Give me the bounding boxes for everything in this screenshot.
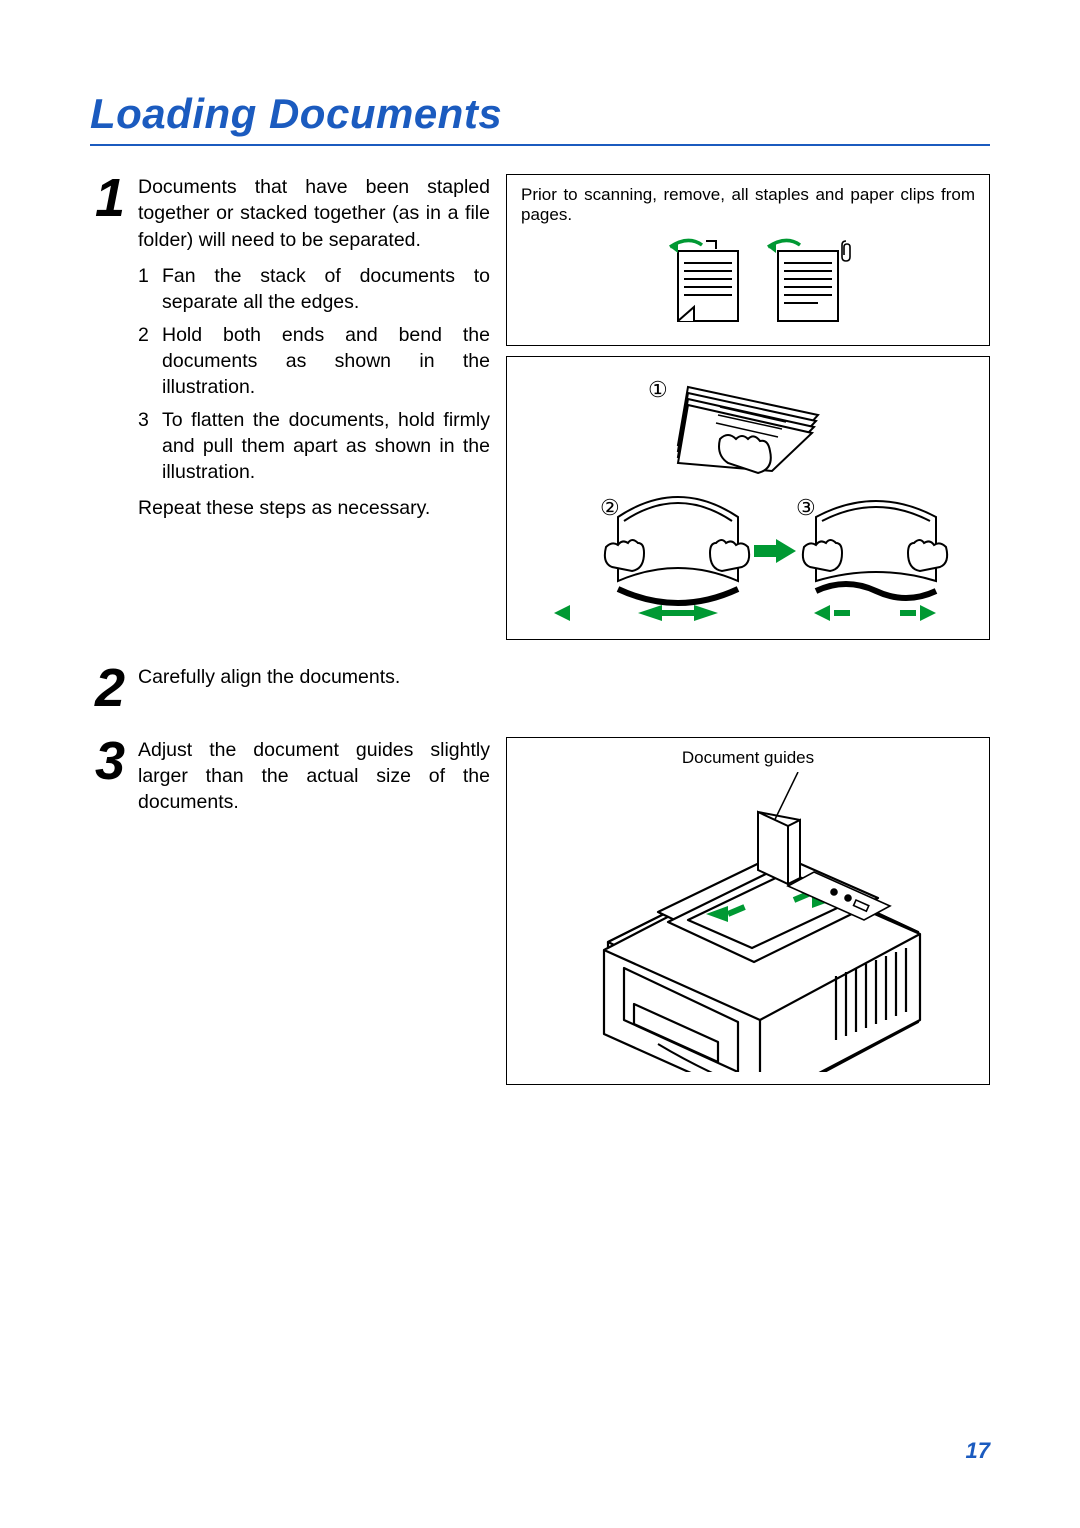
step-2-body: Carefully align the documents. (138, 664, 990, 700)
step-1-intro: Documents that have been stapled togethe… (138, 174, 490, 253)
figure-caption: Prior to scanning, remove, all staples a… (521, 185, 975, 225)
step-1: 1 Documents that have been stapled toget… (90, 174, 990, 640)
substep: 2 Hold both ends and bend the documents … (138, 322, 490, 401)
title-rule (90, 144, 990, 146)
figure-remove-staples: Prior to scanning, remove, all staples a… (506, 174, 990, 346)
content: 1 Documents that have been stapled toget… (90, 174, 990, 1085)
step-1-body: Documents that have been stapled togethe… (138, 174, 490, 532)
figure-prepare-stack: ① (506, 356, 990, 640)
step-3-number: 3 (90, 737, 130, 786)
step-3-figure: Document guides (506, 737, 990, 1085)
step-1-number: 1 (90, 174, 130, 223)
prepare-stack-icon: ① (538, 367, 958, 627)
step-1-substeps: 1 Fan the stack of documents to separate… (138, 263, 490, 486)
step-3-body: Adjust the document guides slightly larg… (138, 737, 490, 826)
step-3-intro: Adjust the document guides slightly larg… (138, 737, 490, 816)
step-1-outro: Repeat these steps as necessary. (138, 495, 490, 521)
page-number: 17 (966, 1438, 990, 1464)
step-3-text: 3 Adjust the document guides slightly la… (90, 737, 490, 1085)
step-2: 2 Carefully align the documents. (90, 664, 990, 713)
remove-staples-icon (598, 233, 898, 333)
step-2-number: 2 (90, 664, 130, 713)
step-2-intro: Carefully align the documents. (138, 664, 990, 690)
marker-2: ② (600, 495, 620, 520)
figure-label: Document guides (521, 748, 975, 768)
step-1-figures: Prior to scanning, remove, all staples a… (506, 174, 990, 640)
scanner-icon (538, 772, 958, 1072)
page-title: Loading Documents (90, 90, 990, 138)
marker-3: ③ (796, 495, 816, 520)
step-1-text: 1 Documents that have been stapled toget… (90, 174, 490, 640)
substep: 1 Fan the stack of documents to separate… (138, 263, 490, 316)
step-2-text: 2 Carefully align the documents. (90, 664, 990, 713)
marker-1: ① (648, 377, 668, 402)
step-3: 3 Adjust the document guides slightly la… (90, 737, 990, 1085)
substep: 3 To flatten the documents, hold firmly … (138, 407, 490, 486)
manual-page: Loading Documents 1 Documents that have … (0, 0, 1080, 1528)
figure-document-guides: Document guides (506, 737, 990, 1085)
